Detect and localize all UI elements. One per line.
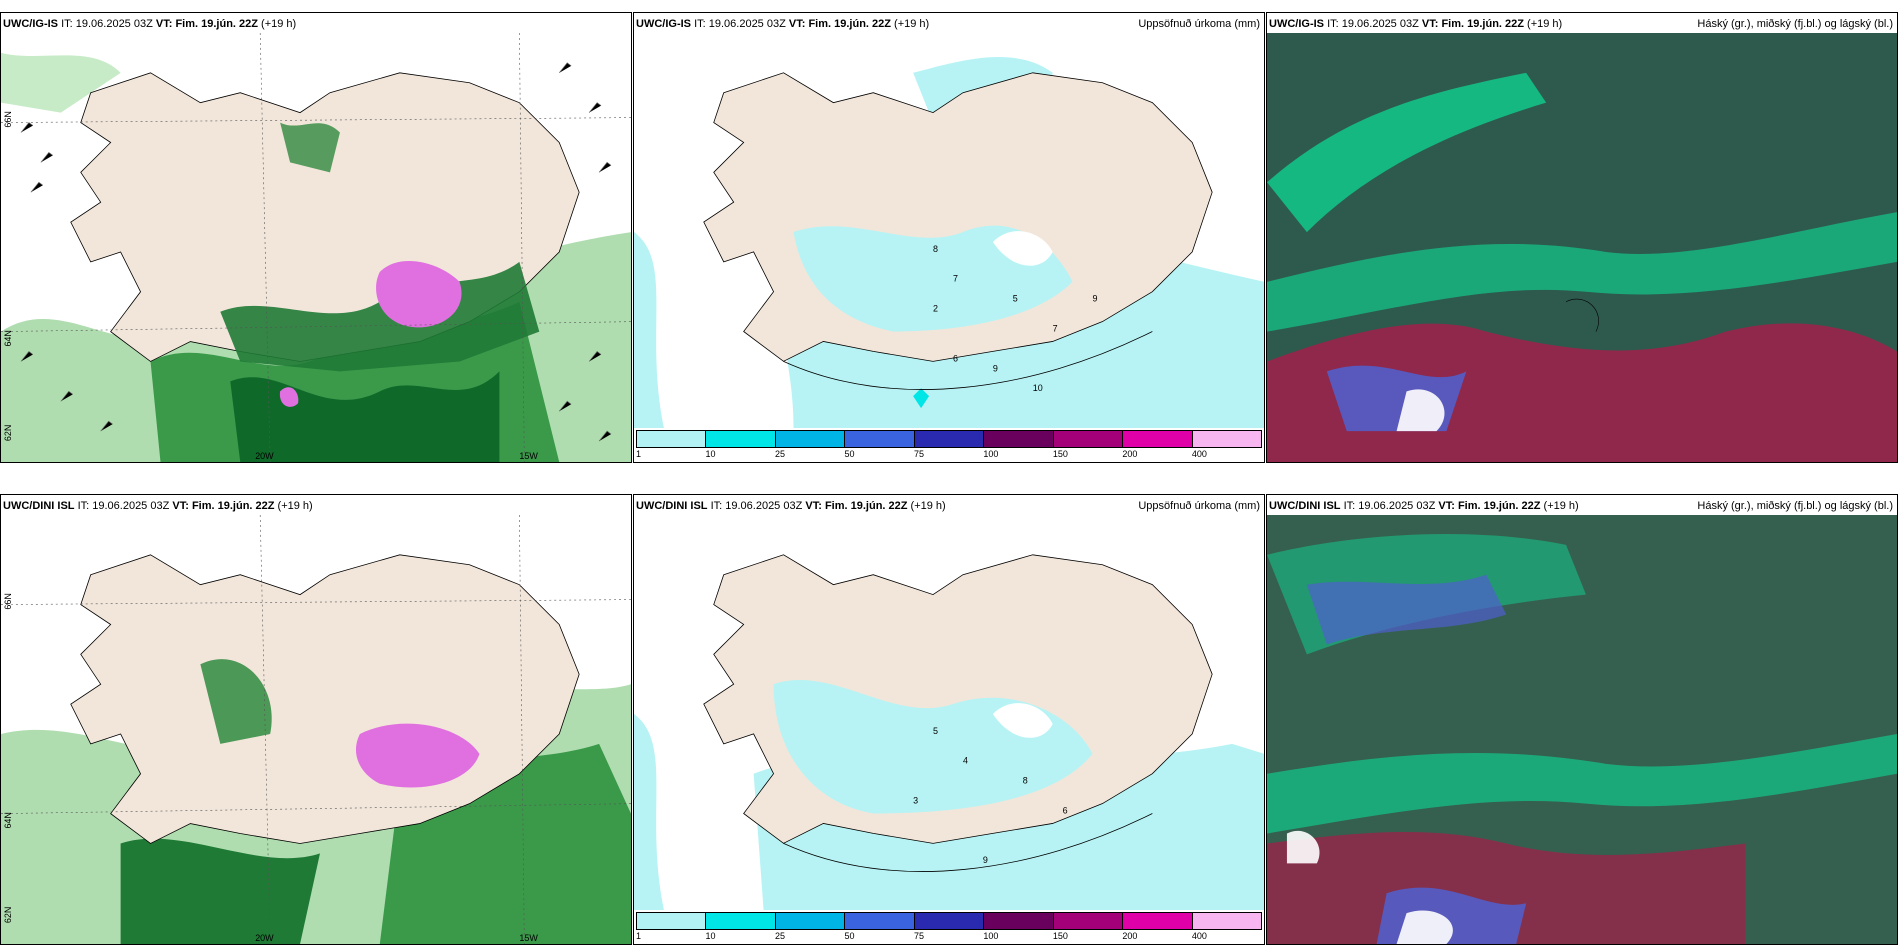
svg-text:9: 9 — [983, 855, 988, 865]
map-area[interactable] — [1267, 33, 1897, 462]
precip-legend: 1 10 25 50 75 100 150 200 400 — [636, 912, 1262, 942]
lat-label: 64N — [3, 812, 13, 828]
panel-header: UWC/DINI ISL IT: 19.06.2025 03Z VT: Fim.… — [3, 500, 313, 512]
lat-label: 62N — [3, 907, 13, 923]
panel-header: UWC/IG-IS IT: 19.06.2025 03Z VT: Fim. 19… — [1269, 18, 1563, 30]
cloud-cover-panel-dini: UWC/DINI ISL IT: 19.06.2025 03Z VT: Fim.… — [1266, 494, 1898, 945]
svg-text:9: 9 — [993, 363, 998, 373]
precip-map: 5 4 3 8 6 9 — [634, 515, 1264, 910]
lon-label: 20W — [255, 933, 274, 943]
panel-header: UWC/DINI ISL IT: 19.06.2025 03Z VT: Fim.… — [636, 500, 946, 512]
lat-label: 64N — [3, 330, 13, 346]
lon-label: 15W — [519, 933, 538, 943]
wind-precip-panel-igis: UWC/IG-IS IT: 19.06.2025 03Z VT: Fim. 19… — [0, 12, 632, 463]
legend-tick: 10 — [705, 449, 716, 459]
panel-title: Háský (gr.), miðský (fj.bl.) og lágský (… — [1697, 18, 1893, 30]
svg-text:9: 9 — [1093, 294, 1098, 304]
panel-header: UWC/IG-IS IT: 19.06.2025 03Z VT: Fim. 19… — [3, 18, 297, 30]
legend-tick: 400 — [1191, 449, 1207, 459]
lat-label: 62N — [3, 425, 13, 441]
svg-text:5: 5 — [933, 726, 938, 736]
lon-label: 15W — [519, 451, 538, 461]
svg-text:8: 8 — [1023, 776, 1028, 786]
svg-text:6: 6 — [1063, 805, 1068, 815]
lon-label: 20W — [255, 451, 274, 461]
lat-label: 66N — [3, 111, 13, 127]
svg-text:4: 4 — [963, 756, 968, 766]
legend-tick: 1 — [636, 931, 642, 941]
svg-text:10: 10 — [1033, 383, 1043, 393]
map-area[interactable]: 66N 64N 62N 20W 15W — [1, 515, 631, 944]
svg-text:7: 7 — [1053, 323, 1058, 333]
map-area[interactable]: 66N 64N 62N 20W 15W — [1, 33, 631, 462]
legend-tick: 75 — [913, 931, 924, 941]
panel-title: Háský (gr.), miðský (fj.bl.) og lágský (… — [1697, 500, 1893, 512]
svg-text:7: 7 — [953, 274, 958, 284]
legend-tick: 75 — [913, 449, 924, 459]
cloud-map — [1267, 515, 1897, 944]
svg-text:8: 8 — [933, 244, 938, 254]
wind-precip-panel-dini: UWC/DINI ISL IT: 19.06.2025 03Z VT: Fim.… — [0, 494, 632, 945]
legend-tick: 1 — [636, 449, 642, 459]
panel-title: Uppsöfnuð úrkoma (mm) — [1138, 18, 1260, 30]
svg-text:3: 3 — [913, 796, 918, 806]
legend-tick: 200 — [1122, 931, 1138, 941]
legend-tick: 150 — [1052, 449, 1068, 459]
lat-label: 66N — [3, 593, 13, 609]
svg-text:6: 6 — [953, 353, 958, 363]
svg-text:5: 5 — [1013, 294, 1018, 304]
panel-title: Uppsöfnuð úrkoma (mm) — [1138, 500, 1260, 512]
cloud-map — [1267, 33, 1897, 462]
legend-tick: 10 — [705, 931, 716, 941]
legend-tick: 50 — [844, 449, 855, 459]
legend-tick: 400 — [1191, 931, 1207, 941]
wind-precip-map: 66N 64N 62N 20W 15W — [1, 33, 631, 462]
accumulated-precip-panel-igis: UWC/IG-IS IT: 19.06.2025 03Z VT: Fim. 19… — [633, 12, 1265, 463]
legend-tick: 100 — [983, 931, 999, 941]
precip-legend: 1 10 25 50 75 100 150 200 400 — [636, 430, 1262, 460]
legend-tick: 150 — [1052, 931, 1068, 941]
legend-tick: 50 — [844, 931, 855, 941]
legend-tick: 200 — [1122, 449, 1138, 459]
panel-header: UWC/DINI ISL IT: 19.06.2025 03Z VT: Fim.… — [1269, 500, 1579, 512]
svg-text:2: 2 — [933, 304, 938, 314]
precip-map: 8 7 2 5 7 9 6 9 10 — [634, 33, 1264, 428]
legend-tick: 25 — [774, 449, 785, 459]
legend-tick: 100 — [983, 449, 999, 459]
panel-header: UWC/IG-IS IT: 19.06.2025 03Z VT: Fim. 19… — [636, 18, 930, 30]
wind-precip-map: 66N 64N 62N 20W 15W — [1, 515, 631, 944]
legend-tick: 25 — [774, 931, 785, 941]
map-area[interactable] — [1267, 515, 1897, 944]
cloud-cover-panel-igis: UWC/IG-IS IT: 19.06.2025 03Z VT: Fim. 19… — [1266, 12, 1898, 463]
accumulated-precip-panel-dini: UWC/DINI ISL IT: 19.06.2025 03Z VT: Fim.… — [633, 494, 1265, 945]
map-area[interactable]: 5 4 3 8 6 9 — [634, 515, 1264, 910]
map-area[interactable]: 8 7 2 5 7 9 6 9 10 — [634, 33, 1264, 428]
